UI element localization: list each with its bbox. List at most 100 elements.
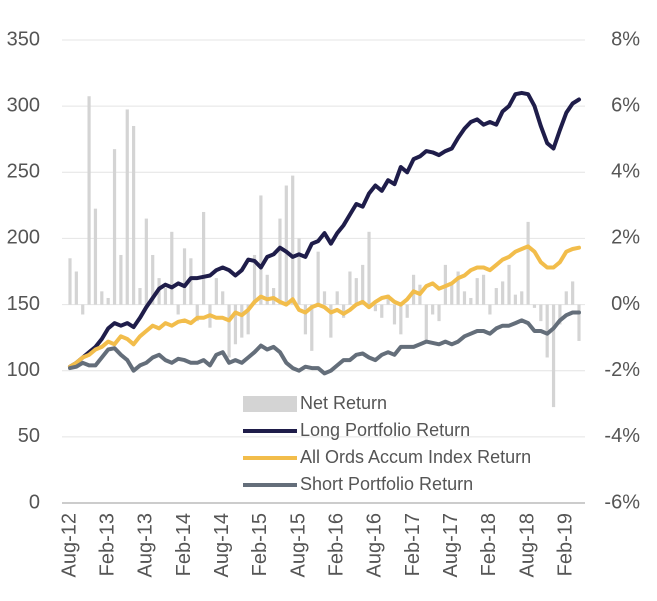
bar [520,291,524,305]
bar [539,304,543,322]
bar [170,231,174,305]
bar [469,297,473,305]
bar [462,291,467,305]
y-tick-label: 100 [7,359,40,381]
bar [392,304,397,325]
y2-tick-label: -4% [604,425,640,447]
y-tick-label: 200 [7,227,40,249]
bar [119,254,123,305]
bar [316,251,320,305]
x-tick-label: Aug-16 [364,513,386,578]
legend-swatch [243,396,297,412]
bar [246,304,250,335]
bar [74,271,78,305]
x-tick-label: Feb-16 [326,513,348,576]
y-tick-label: 0 [29,491,40,513]
bar [284,185,288,305]
bar [545,304,549,358]
bar [202,211,206,305]
x-tick-label: Aug-18 [516,513,538,578]
bar [87,96,91,305]
bar [176,304,180,315]
bar [144,218,148,305]
bar [386,294,390,305]
bar [437,304,441,322]
bar [431,304,435,315]
legend-label: Long Portfolio Return [300,420,470,440]
line [68,244,581,369]
y2-tick-label: 6% [611,94,640,116]
line [68,90,581,369]
bar [227,304,231,358]
x-tick-label: Aug-13 [135,513,157,578]
bar [221,291,225,305]
bar [151,254,155,305]
bar [526,221,530,305]
y-tick-label: 300 [7,94,40,116]
bar [488,304,492,315]
bar [125,109,129,305]
bar [532,304,537,308]
bar [399,304,403,335]
bar [571,281,575,305]
x-tick-label: Aug-12 [58,513,80,578]
y2-tick-label: 8% [611,28,640,50]
bar [507,264,511,305]
bar [367,231,371,305]
y-tick-label: 50 [18,425,40,447]
bar [354,278,358,305]
bar [132,125,136,305]
y2-tick-label: 0% [611,293,640,315]
legend-label: All Ords Accum Index Return [300,447,531,467]
y-tick-label: 250 [7,161,40,183]
bar [81,304,85,315]
line [68,310,581,376]
bar [310,304,314,351]
bar [182,248,187,305]
bar [195,304,199,322]
bar [252,254,257,305]
bar [93,208,98,305]
bar [341,304,346,318]
bar [551,304,556,408]
bar [259,195,263,305]
x-tick-label: Feb-18 [478,513,500,576]
bar [214,278,218,305]
x-tick-label: Aug-15 [287,513,309,578]
bar [163,288,168,305]
x-tick-label: Feb-17 [402,513,424,576]
bar [106,297,110,305]
bar [348,271,352,305]
bar [564,291,568,305]
y2-tick-label: 4% [611,161,640,183]
x-tick-label: Feb-14 [173,513,195,576]
bar [380,304,384,318]
bar [138,288,142,305]
bar [265,274,269,305]
bar [450,284,454,305]
bar [475,278,479,305]
bar [558,304,562,325]
bar [513,294,517,305]
bar [501,281,505,305]
bar [577,304,581,341]
bar [291,175,295,305]
bar [100,291,104,305]
bar [456,271,460,305]
y2-tick-label: 2% [611,227,640,249]
bar [373,304,377,312]
x-tick-label: Aug-14 [211,513,233,578]
y2-tick-label: -2% [604,359,640,381]
bar [329,304,333,338]
bar [322,291,327,305]
bar [240,304,244,338]
bar [112,149,117,305]
bar [278,218,282,305]
x-tick-label: Aug-17 [440,513,462,578]
y2-tick-label: -6% [604,491,640,513]
bar [481,274,486,305]
x-tick-label: Feb-15 [249,513,271,576]
bar [297,238,301,305]
bar [424,304,428,341]
